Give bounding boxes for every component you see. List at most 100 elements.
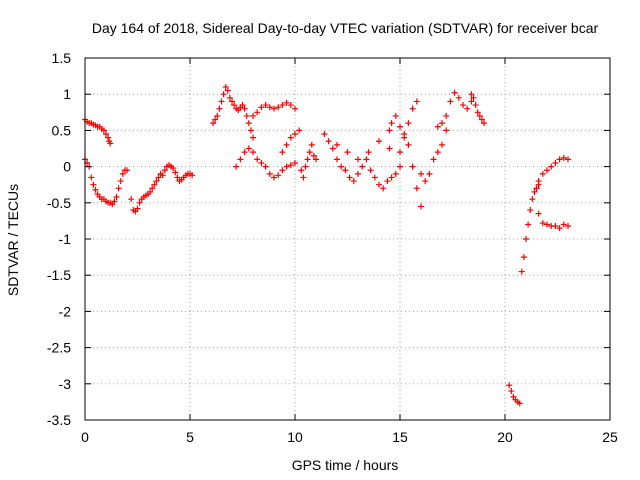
data-point: [222, 83, 229, 90]
y-tick-label: -2.5: [47, 340, 71, 356]
data-point: [350, 178, 357, 185]
data-point: [266, 104, 273, 111]
data-point: [111, 198, 118, 205]
data-point: [430, 156, 437, 163]
data-point: [533, 185, 540, 192]
data-point: [124, 167, 130, 174]
data-point: [535, 210, 542, 217]
data-point: [212, 116, 219, 123]
data-point: [334, 156, 340, 163]
x-tick-label: 25: [602, 429, 618, 445]
data-point: [552, 222, 559, 229]
data-point: [105, 134, 112, 141]
data-point: [308, 141, 315, 148]
data-point: [239, 102, 246, 109]
data-point: [287, 102, 294, 109]
data-point: [401, 134, 408, 141]
x-axis-title: GPS time / hours: [292, 457, 399, 473]
data-point: [365, 149, 372, 156]
y-tick-label: -1.5: [47, 267, 71, 283]
data-point: [250, 149, 256, 156]
data-point: [159, 172, 166, 179]
series-seg-n: [434, 89, 475, 130]
data-point: [468, 98, 475, 105]
data-point: [443, 127, 450, 134]
data-point: [363, 156, 370, 163]
data-point: [434, 123, 441, 130]
data-point: [386, 145, 393, 152]
data-point: [325, 138, 332, 145]
data-point: [247, 127, 254, 134]
data-point: [371, 174, 378, 181]
data-point: [271, 105, 277, 112]
data-point: [443, 112, 450, 119]
data-point: [214, 112, 221, 119]
data-point: [413, 185, 420, 192]
data-point: [103, 131, 109, 138]
data-point: [476, 112, 483, 119]
data-point: [525, 221, 532, 228]
data-point: [134, 205, 141, 212]
data-point: [367, 167, 374, 174]
data-point: [92, 186, 99, 193]
data-point: [531, 188, 538, 195]
data-point: [128, 196, 135, 203]
series-seg-b: [82, 156, 130, 208]
y-tick-label: -1: [59, 231, 72, 247]
series-seg-h: [298, 141, 319, 181]
data-point: [535, 178, 542, 185]
data-point: [464, 105, 471, 112]
data-point: [262, 163, 269, 170]
series-seg-j: [334, 138, 393, 163]
data-point: [338, 163, 345, 170]
series-seg-k: [386, 112, 424, 210]
data-point: [388, 120, 395, 127]
data-point: [439, 141, 445, 148]
y-tick-label: 0: [63, 159, 71, 175]
data-point: [170, 165, 177, 172]
series-seg-r: [533, 154, 571, 192]
data-point: [434, 149, 441, 156]
data-point: [254, 109, 261, 116]
x-tick-label: 0: [81, 429, 89, 445]
data-point: [216, 105, 223, 112]
x-tick-labels: 0 5 10 15 20 25: [81, 429, 618, 445]
data-point: [258, 159, 265, 166]
y-tick-label: -2: [59, 303, 72, 319]
x-tick-label: 15: [392, 429, 408, 445]
data-point: [174, 174, 181, 181]
x-tick-label: 5: [186, 429, 194, 445]
data-point: [254, 156, 261, 163]
data-point: [397, 149, 403, 156]
data-point: [220, 91, 227, 98]
series-seg-a: [82, 116, 114, 147]
series-seg-p: [506, 382, 523, 407]
data-point: [241, 149, 248, 156]
data-point: [539, 170, 546, 177]
data-point: [113, 194, 120, 201]
y-axis-title: SDTVAR / TECUs: [5, 184, 21, 296]
data-point: [300, 174, 307, 181]
x-tick-label: 20: [497, 429, 513, 445]
data-point: [287, 134, 294, 141]
data-point: [474, 109, 481, 116]
data-point: [292, 105, 298, 112]
data-point: [266, 170, 273, 177]
data-point: [397, 123, 403, 130]
data-point: [245, 145, 252, 152]
data-point: [409, 163, 416, 170]
data-point: [388, 174, 395, 181]
data-point: [119, 170, 126, 177]
data-point: [298, 167, 305, 174]
data-point: [279, 149, 286, 156]
data-point: [392, 170, 399, 177]
data-point: [233, 163, 240, 170]
y-tick-label: 1.5: [52, 50, 72, 66]
data-point: [565, 156, 571, 163]
y-tick-label: 0.5: [52, 122, 72, 138]
data-point: [508, 388, 515, 395]
data-point: [470, 94, 477, 101]
data-point: [405, 120, 412, 127]
data-point: [243, 112, 250, 119]
data-point: [405, 141, 412, 148]
